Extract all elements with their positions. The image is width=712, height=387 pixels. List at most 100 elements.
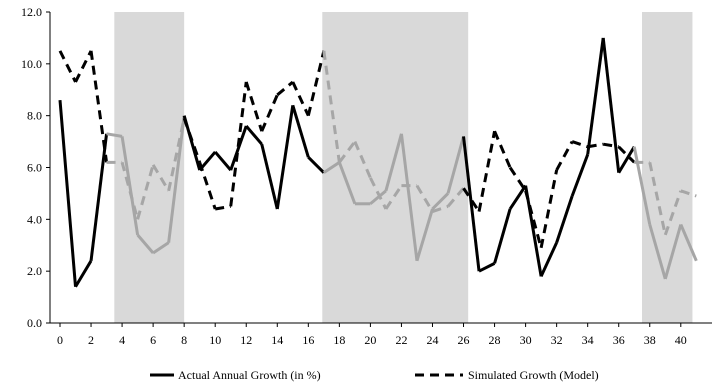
series-segment: [477, 130, 497, 212]
x-tick-label: 28: [489, 333, 501, 347]
series-segment: [322, 50, 341, 163]
y-tick-label: 2.0: [27, 264, 42, 278]
series-segment: [446, 187, 465, 208]
x-tick-label: 4: [119, 333, 125, 347]
y-tick-label: 12.0: [21, 5, 42, 19]
series-segment: [369, 189, 387, 205]
series-segment: [617, 145, 636, 164]
series-segment: [524, 190, 543, 249]
y-tick-label: 0.0: [27, 316, 42, 330]
series-segment: [151, 164, 170, 192]
series-segment: [680, 189, 697, 198]
series-segment: [369, 177, 388, 210]
series-segment: [648, 224, 667, 280]
x-tick-label: 2: [88, 333, 94, 347]
series-segment: [462, 187, 481, 213]
axes: [46, 11, 712, 327]
series-segment: [478, 262, 496, 273]
series-segment: [229, 81, 248, 207]
series-segment: [291, 104, 310, 158]
x-tick-label: 24: [426, 333, 438, 347]
series-segment: [152, 241, 170, 255]
series-segment: [167, 115, 186, 243]
x-tick-label: 34: [582, 333, 594, 347]
x-tick-label: 38: [644, 333, 656, 347]
series-lines: [58, 37, 698, 288]
series-segment: [648, 162, 667, 236]
series-segment: [214, 150, 232, 172]
x-tick-label: 10: [209, 333, 221, 347]
series-segment: [508, 166, 527, 192]
series-segment: [307, 156, 325, 174]
legend-label-actual: Actual Annual Growth (in %): [178, 368, 321, 382]
series-segment: [399, 133, 419, 261]
series-segment: [432, 204, 449, 213]
x-tick-label: 26: [458, 333, 470, 347]
x-tick-label: 22: [395, 333, 407, 347]
series-segment: [602, 142, 619, 149]
series-segment: [244, 81, 264, 132]
series-0-line: [58, 37, 698, 288]
x-tick-label: 18: [333, 333, 345, 347]
series-segment: [663, 190, 683, 236]
series-segment: [555, 195, 574, 244]
series-segment: [58, 99, 78, 287]
series-segment: [89, 133, 109, 261]
series-segment: [120, 136, 140, 236]
series-segment: [493, 130, 512, 169]
series-segment: [508, 184, 527, 210]
series-segment: [214, 204, 231, 211]
series-segment: [353, 140, 372, 179]
shaded-periods: [114, 12, 693, 323]
series-segment: [384, 184, 403, 210]
x-tick-label: 40: [675, 333, 687, 347]
x-tick-label: 30: [520, 333, 532, 347]
series-segment: [555, 140, 574, 171]
series-segment: [571, 140, 589, 149]
series-segment: [136, 164, 155, 220]
x-tick-label: 8: [181, 333, 187, 347]
y-tick-label: 6.0: [27, 161, 42, 175]
x-tick-label: 6: [150, 333, 156, 347]
series-segment: [291, 81, 310, 117]
series-segment: [384, 133, 403, 192]
series-1-line: [58, 50, 697, 249]
series-segment: [415, 208, 434, 262]
y-tick-label: 8.0: [27, 109, 42, 123]
y-tick-label: 10.0: [21, 57, 42, 71]
x-tick-label: 14: [271, 333, 283, 347]
series-segment: [679, 223, 698, 262]
series-segment: [431, 192, 450, 211]
series-segment: [586, 37, 605, 155]
series-segment: [337, 161, 357, 205]
series-segment: [539, 169, 559, 249]
x-tick-label: 32: [551, 333, 563, 347]
series-segment: [136, 233, 155, 255]
series-segment: [323, 161, 341, 174]
series-segment: [245, 125, 263, 146]
series-segment: [74, 260, 93, 288]
series-segment: [338, 140, 357, 164]
series-segment: [415, 184, 434, 213]
series-segment: [462, 136, 481, 272]
series-segment: [198, 161, 217, 210]
x-tick-label: 20: [364, 333, 376, 347]
series-segment: [446, 136, 465, 194]
series-segment: [275, 105, 295, 210]
series-segment: [260, 94, 279, 132]
series-segment: [89, 50, 109, 163]
series-segment: [524, 185, 543, 277]
series-segment: [601, 37, 621, 173]
shaded-period-1: [322, 12, 469, 323]
series-segment: [570, 154, 590, 197]
x-tick-label: 36: [613, 333, 625, 347]
y-tick-label: 4.0: [27, 212, 42, 226]
series-segment: [229, 125, 248, 171]
series-segment: [106, 132, 123, 138]
series-segment: [663, 224, 683, 280]
series-segment: [58, 50, 77, 83]
x-tick-label: 16: [302, 333, 314, 347]
series-segment: [632, 146, 652, 225]
